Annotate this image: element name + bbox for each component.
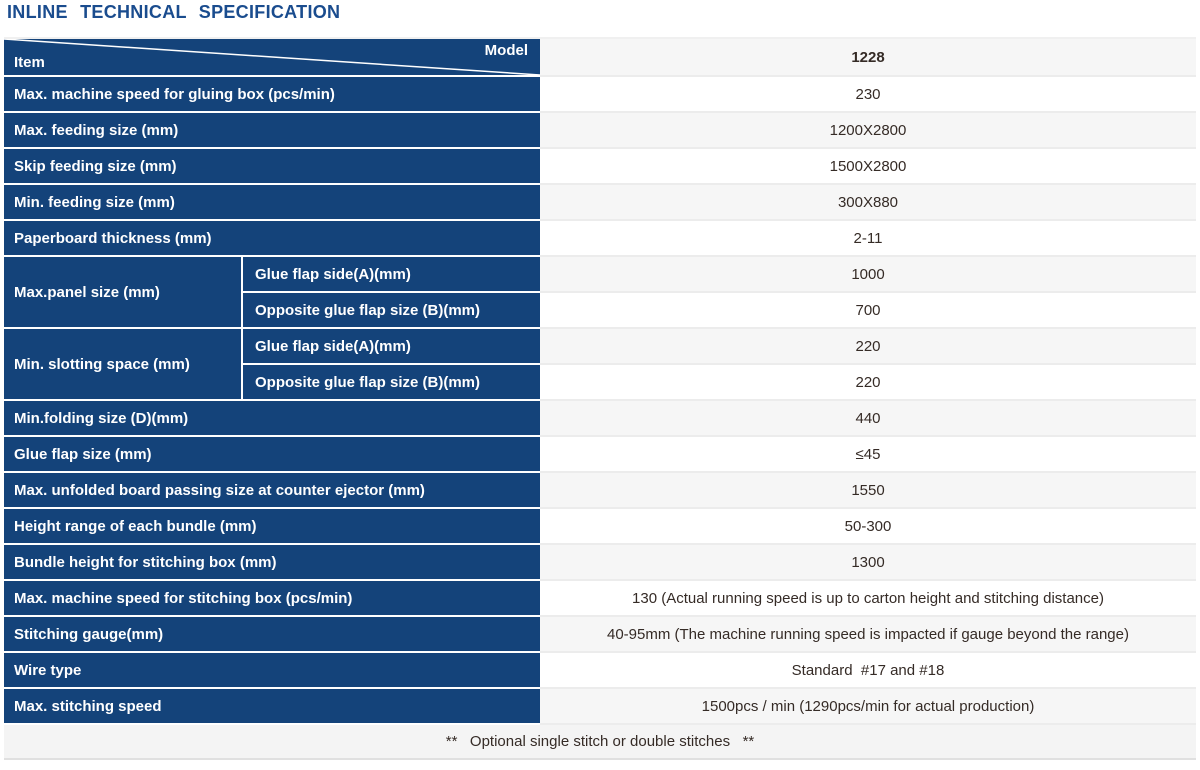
table-row: Max. machine speed for gluing box (pcs/m…	[4, 76, 1196, 113]
footer-note: ** Optional single stitch or double stit…	[4, 724, 1196, 760]
table-row: Paperboard thickness (mm) 2-11	[4, 220, 1196, 257]
diagonal-divider-line	[4, 39, 540, 75]
row-value: 1000	[540, 256, 1196, 293]
table-footer-row: ** Optional single stitch or double stit…	[4, 724, 1196, 760]
model-value: 1228	[540, 38, 1196, 77]
row-value: 40-95mm (The machine running speed is im…	[540, 616, 1196, 653]
row-group-label: Min. slotting space (mm)	[4, 328, 243, 401]
table-row: Max. machine speed for stitching box (pc…	[4, 580, 1196, 617]
row-value: 1550	[540, 472, 1196, 509]
table-row: Min. feeding size (mm) 300X880	[4, 184, 1196, 221]
row-sublabel: Opposite glue flap size (B)(mm)	[242, 292, 540, 329]
row-label: Bundle height for stitching box (mm)	[4, 544, 540, 581]
table-header-row: Item Model 1228	[4, 38, 1196, 77]
row-value: 440	[540, 400, 1196, 437]
row-label: Skip feeding size (mm)	[4, 148, 540, 185]
table-row: Bundle height for stitching box (mm) 130…	[4, 544, 1196, 581]
row-label: Min. feeding size (mm)	[4, 184, 540, 221]
item-model-header-cell: Item Model	[4, 38, 540, 77]
row-sublabel: Glue flap side(A)(mm)	[242, 256, 540, 293]
row-value: 50-300	[540, 508, 1196, 545]
row-sublabel: Opposite glue flap size (B)(mm)	[242, 364, 540, 401]
item-header-label: Item	[14, 54, 45, 71]
table-row: Max.panel size (mm) Glue flap side(A)(mm…	[4, 256, 1196, 329]
row-value: Standard #17 and #18	[540, 652, 1196, 689]
table-row: Opposite glue flap size (B)(mm) 700	[4, 292, 1196, 329]
row-value: 700	[540, 292, 1196, 329]
row-label: Wire type	[4, 652, 540, 689]
row-value: ≤45	[540, 436, 1196, 473]
row-value: 1200X2800	[540, 112, 1196, 149]
table-row: Skip feeding size (mm) 1500X2800	[4, 148, 1196, 185]
row-value: 1300	[540, 544, 1196, 581]
table-row: Height range of each bundle (mm) 50-300	[4, 508, 1196, 545]
table-row: Max. stitching speed 1500pcs / min (1290…	[4, 688, 1196, 725]
row-label: Height range of each bundle (mm)	[4, 508, 540, 545]
table-row: Wire type Standard #17 and #18	[4, 652, 1196, 689]
page-title: INLINE TECHNICAL SPECIFICATION	[7, 2, 341, 22]
row-value: 1500pcs / min (1290pcs/min for actual pr…	[540, 688, 1196, 725]
table-row: Min. slotting space (mm) Glue flap side(…	[4, 328, 1196, 401]
table-row: Stitching gauge(mm) 40-95mm (The machine…	[4, 616, 1196, 653]
row-label: Max. feeding size (mm)	[4, 112, 540, 149]
row-label: Max. machine speed for gluing box (pcs/m…	[4, 76, 540, 113]
table-row: Max. feeding size (mm) 1200X2800	[4, 112, 1196, 149]
row-value: 130 (Actual running speed is up to carto…	[540, 580, 1196, 617]
spec-table: Item Model 1228 Max. machine speed for g…	[4, 37, 1196, 760]
row-label: Max. stitching speed	[4, 688, 540, 725]
row-label: Max. unfolded board passing size at coun…	[4, 472, 540, 509]
table-row: Max. unfolded board passing size at coun…	[4, 472, 1196, 509]
row-value: 220	[540, 364, 1196, 401]
row-sublabel: Glue flap side(A)(mm)	[242, 328, 540, 365]
row-value: 230	[540, 76, 1196, 113]
row-value: 1500X2800	[540, 148, 1196, 185]
row-value: 2-11	[540, 220, 1196, 257]
table-row: Opposite glue flap size (B)(mm) 220	[4, 364, 1196, 401]
row-label: Stitching gauge(mm)	[4, 616, 540, 653]
row-label: Min.folding size (D)(mm)	[4, 400, 540, 437]
row-label: Glue flap size (mm)	[4, 436, 540, 473]
row-value: 300X880	[540, 184, 1196, 221]
model-header-label: Model	[484, 42, 528, 59]
table-row: Glue flap size (mm) ≤45	[4, 436, 1196, 473]
row-label: Paperboard thickness (mm)	[4, 220, 540, 257]
row-value: 220	[540, 328, 1196, 365]
row-group-label: Max.panel size (mm)	[4, 256, 243, 329]
table-row: Min.folding size (D)(mm) 440	[4, 400, 1196, 437]
row-label: Max. machine speed for stitching box (pc…	[4, 580, 540, 617]
